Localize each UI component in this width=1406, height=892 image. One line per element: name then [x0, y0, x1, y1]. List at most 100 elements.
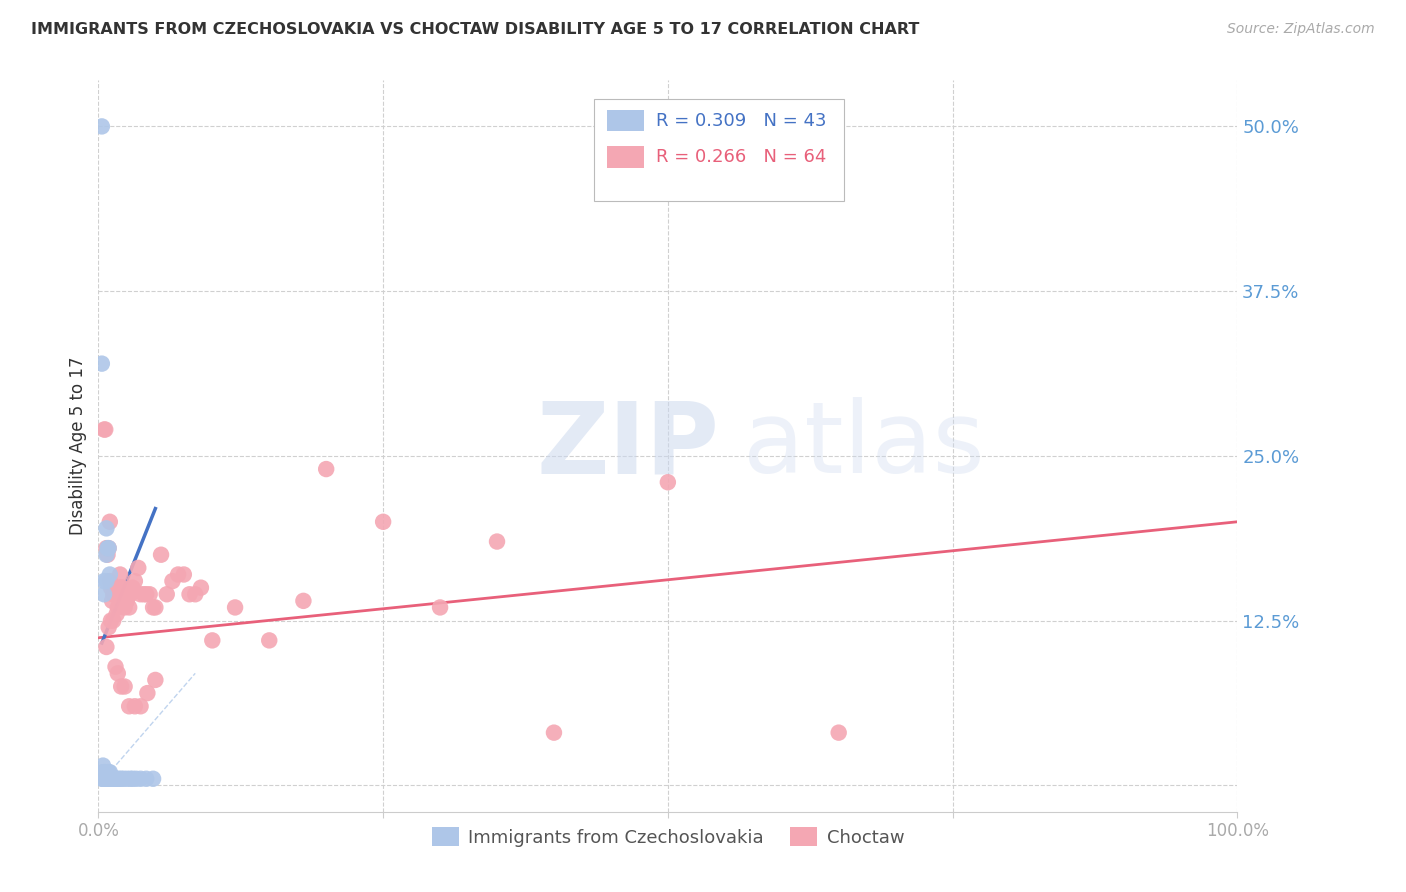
Text: atlas: atlas	[742, 398, 984, 494]
Point	[104, 772, 127, 786]
Point	[120, 587, 142, 601]
Point	[114, 680, 136, 694]
Point	[145, 673, 167, 687]
Text: Source: ZipAtlas.com: Source: ZipAtlas.com	[1227, 22, 1375, 37]
Point	[118, 600, 141, 615]
Text: IMMIGRANTS FROM CZECHOSLOVAKIA VS CHOCTAW DISABILITY AGE 5 TO 17 CORRELATION CHA: IMMIGRANTS FROM CZECHOSLOVAKIA VS CHOCTA…	[31, 22, 920, 37]
Point	[292, 594, 315, 608]
Point	[93, 587, 115, 601]
Point	[94, 765, 117, 780]
Point	[93, 765, 115, 780]
Point	[98, 772, 121, 786]
Point	[103, 587, 125, 601]
Point	[96, 772, 118, 786]
Point	[105, 772, 128, 786]
Point	[828, 725, 851, 739]
Point	[93, 574, 115, 588]
Point	[107, 666, 129, 681]
Point	[486, 534, 509, 549]
Point	[118, 699, 141, 714]
Point	[135, 587, 157, 601]
Point	[101, 772, 124, 786]
Point	[114, 600, 136, 615]
Point	[129, 772, 152, 786]
Point	[103, 614, 125, 628]
Point	[96, 541, 118, 556]
Point	[94, 772, 117, 786]
Point	[94, 423, 117, 437]
Point	[112, 587, 135, 601]
Point	[93, 423, 115, 437]
Point	[115, 594, 138, 608]
Point	[91, 772, 114, 786]
Point	[104, 587, 127, 601]
Point	[103, 772, 125, 786]
Point	[135, 772, 157, 786]
Point	[129, 699, 152, 714]
Point	[110, 581, 132, 595]
Point	[96, 772, 118, 786]
Point	[129, 587, 152, 601]
Point	[125, 772, 148, 786]
Point	[98, 515, 121, 529]
Point	[100, 614, 122, 628]
Point	[104, 659, 127, 673]
Point	[105, 607, 128, 621]
Point	[97, 541, 120, 556]
Point	[107, 600, 129, 615]
Point	[100, 772, 122, 786]
Point	[124, 574, 146, 588]
FancyBboxPatch shape	[593, 99, 845, 201]
Point	[142, 772, 165, 786]
Point	[90, 357, 112, 371]
Point	[96, 541, 118, 556]
Y-axis label: Disability Age 5 to 17: Disability Age 5 to 17	[69, 357, 87, 535]
Point	[173, 567, 195, 582]
Point	[201, 633, 224, 648]
Point	[162, 574, 184, 588]
Point	[543, 725, 565, 739]
Point	[94, 772, 117, 786]
Point	[224, 600, 246, 615]
Point	[115, 772, 138, 786]
Point	[108, 581, 131, 595]
Point	[96, 640, 118, 654]
Point	[96, 521, 118, 535]
Point	[110, 680, 132, 694]
Point	[90, 120, 112, 134]
Point	[190, 581, 212, 595]
FancyBboxPatch shape	[607, 146, 644, 168]
Text: R = 0.266   N = 64: R = 0.266 N = 64	[657, 148, 827, 166]
Point	[97, 620, 120, 634]
Point	[93, 772, 115, 786]
Point	[156, 587, 179, 601]
Legend: Immigrants from Czechoslovakia, Choctaw: Immigrants from Czechoslovakia, Choctaw	[425, 820, 911, 854]
Point	[429, 600, 451, 615]
Point	[91, 758, 114, 772]
Point	[145, 600, 167, 615]
Point	[124, 699, 146, 714]
Point	[108, 772, 131, 786]
Point	[120, 772, 142, 786]
Point	[179, 587, 201, 601]
Point	[100, 581, 122, 595]
Point	[93, 772, 115, 786]
Point	[108, 567, 131, 582]
Point	[96, 772, 118, 786]
Point	[101, 594, 124, 608]
Point	[98, 574, 121, 588]
Point	[98, 765, 121, 780]
Point	[132, 587, 155, 601]
Point	[96, 574, 118, 588]
Point	[184, 587, 207, 601]
Point	[110, 772, 132, 786]
Point	[112, 772, 135, 786]
Point	[103, 587, 125, 601]
Point	[142, 600, 165, 615]
Point	[97, 541, 120, 556]
Point	[136, 686, 159, 700]
Point	[97, 765, 120, 780]
Point	[91, 765, 114, 780]
Point	[371, 515, 394, 529]
Point	[315, 462, 337, 476]
